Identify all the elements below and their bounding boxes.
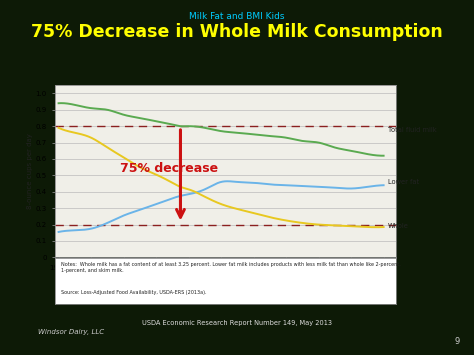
Text: Windsor Dairy, LLC: Windsor Dairy, LLC [38, 329, 104, 335]
Text: Milk Fat and BMI Kids: Milk Fat and BMI Kids [189, 12, 285, 21]
Text: USDA Economic Research Report Number 149, May 2013: USDA Economic Research Report Number 149… [142, 320, 332, 326]
Text: 9: 9 [455, 337, 460, 346]
Text: Total fluid milk: Total fluid milk [388, 127, 436, 133]
Y-axis label: 8-ounce cups per day: 8-ounce cups per day [27, 133, 33, 209]
Text: 75% decrease: 75% decrease [119, 162, 218, 175]
Text: Whole: Whole [388, 223, 409, 229]
Text: Source: Loss-Adjusted Food Availability, USDA-ERS (2013a).: Source: Loss-Adjusted Food Availability,… [61, 290, 207, 295]
Text: Notes:  Whole milk has a fat content of at least 3.25 percent. Lower fat milk in: Notes: Whole milk has a fat content of a… [61, 262, 401, 273]
Text: Lower fat: Lower fat [388, 179, 419, 185]
Text: 75% Decrease in Whole Milk Consumption: 75% Decrease in Whole Milk Consumption [31, 23, 443, 41]
